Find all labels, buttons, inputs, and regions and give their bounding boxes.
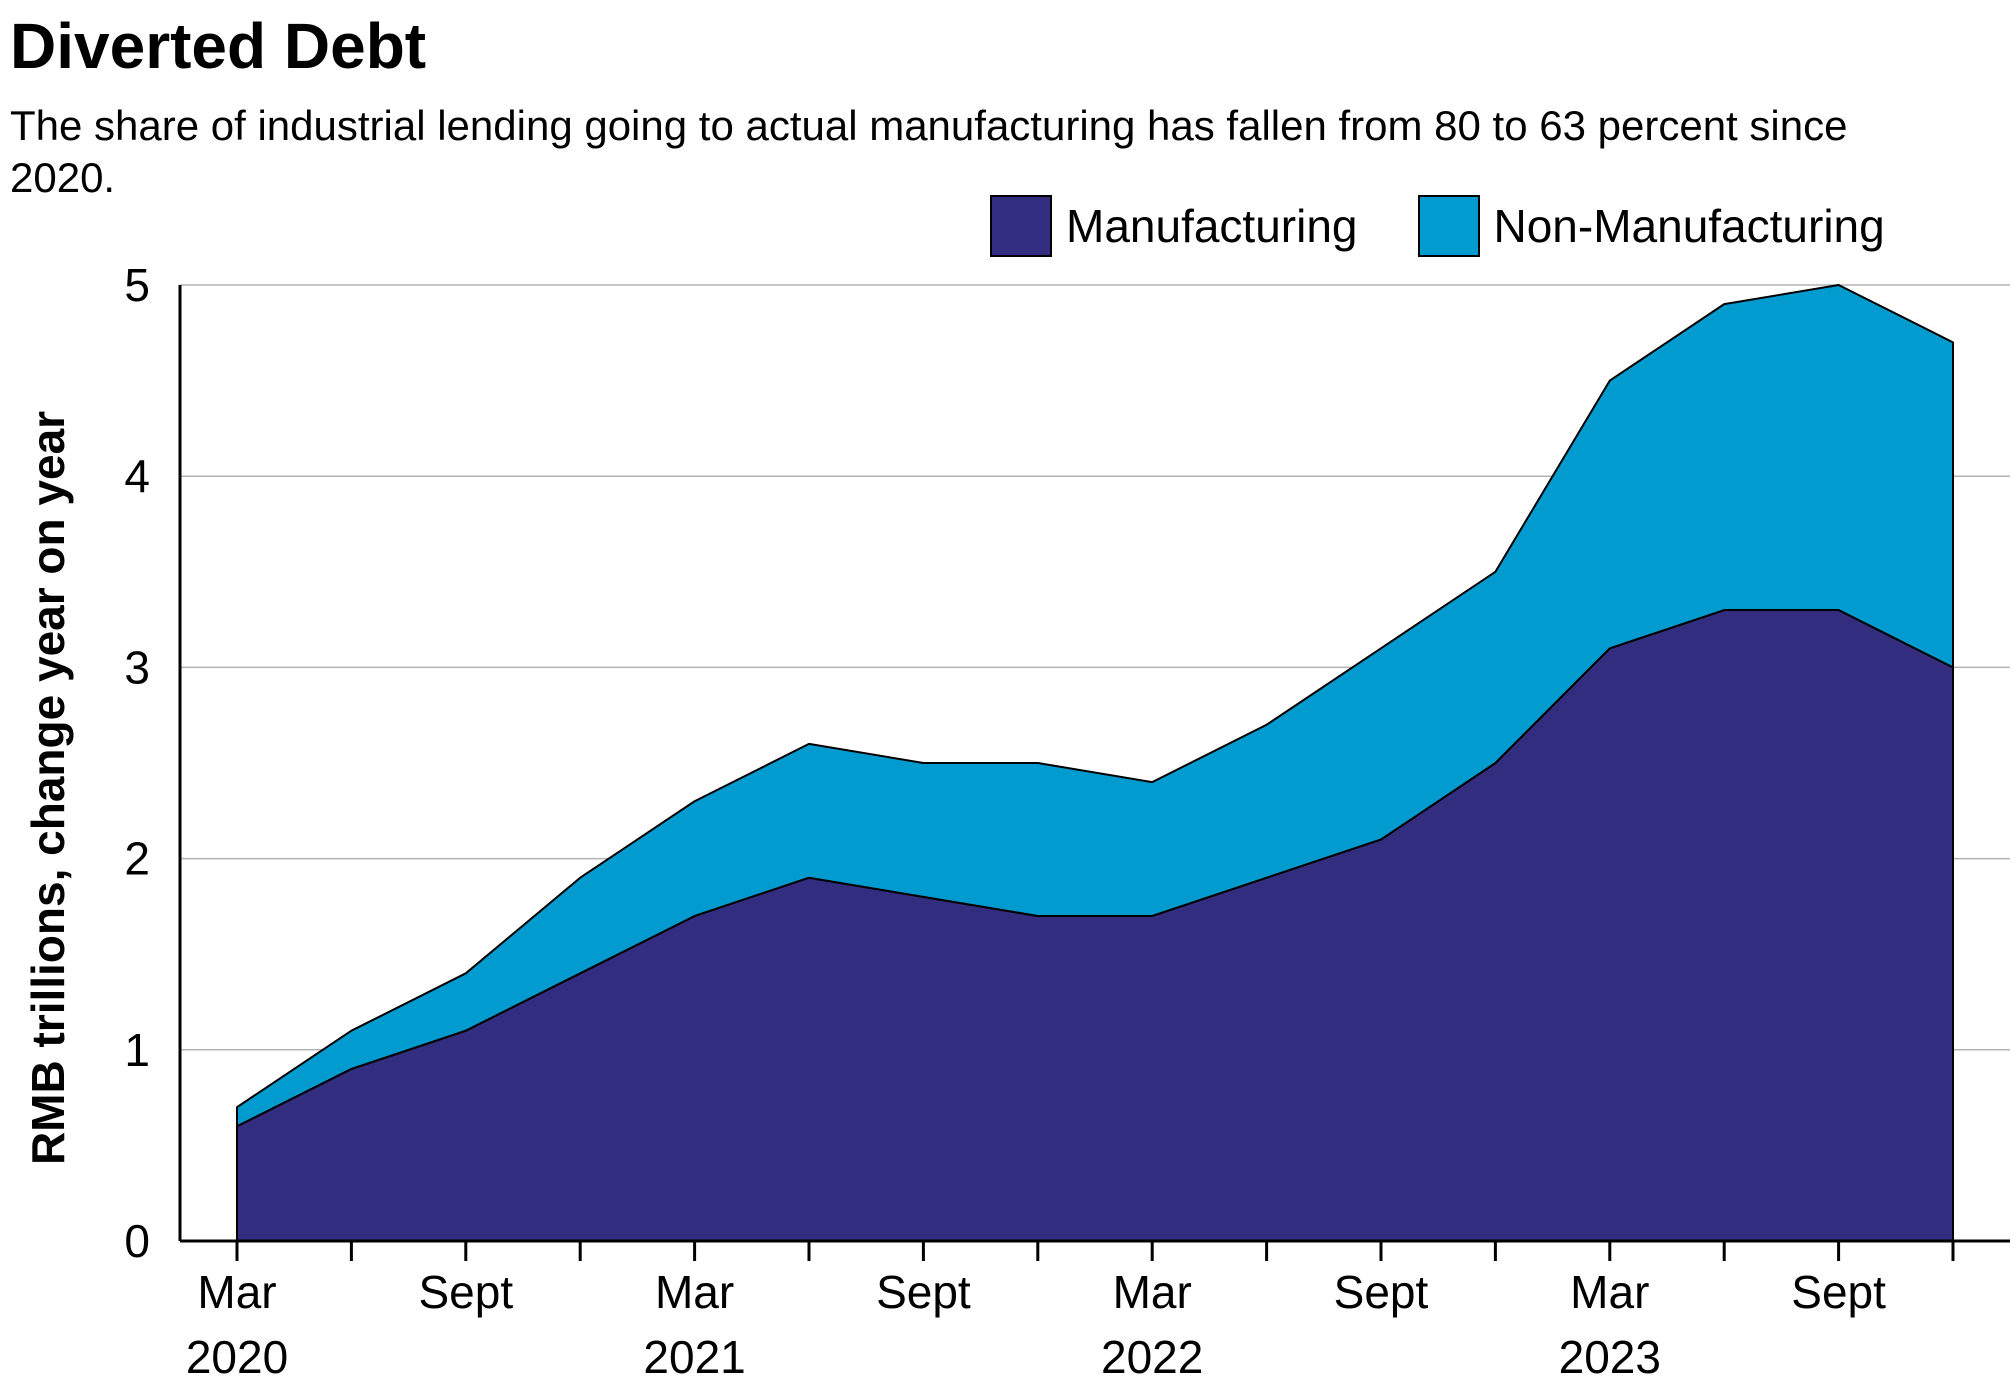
legend-label-manufacturing: Manufacturing (1066, 200, 1358, 252)
y-tick-label: 3 (124, 641, 150, 693)
y-tick-label: 5 (124, 259, 150, 311)
y-axis-label: RMB trillions, change year on year (22, 411, 74, 1165)
x-tick-year-label: 2021 (643, 1331, 745, 1383)
area-manufacturing (236, 609, 1954, 1242)
axes (178, 285, 2010, 1261)
x-tick-year-label: 2020 (186, 1331, 288, 1383)
areas (236, 284, 1954, 1242)
y-tick-label: 4 (124, 450, 150, 502)
y-tick-label: 2 (124, 833, 150, 885)
chart-title: Diverted Debt (10, 10, 427, 82)
x-tick-label: Mar (655, 1266, 734, 1318)
legend-swatch-manufacturing (990, 195, 1052, 257)
legend-item-manufacturing: Manufacturing (990, 195, 1358, 257)
x-tick-year-label: 2022 (1101, 1331, 1203, 1383)
chart-subtitle: The share of industrial lending going to… (10, 102, 1848, 201)
y-tick-label: 1 (124, 1024, 150, 1076)
x-tick-label: Mar (197, 1266, 276, 1318)
legend-label-non-manufacturing: Non-Manufacturing (1493, 200, 1885, 252)
legend-swatch-non-manufacturing (1417, 195, 1480, 257)
x-tick-labels: Mar 2020 Sept Mar 2021 Sept Mar 2022 Sept Mar 2023… (186, 1266, 1886, 1383)
y-tick-label: 0 (124, 1215, 150, 1267)
x-tick-year-label: 2023 (1559, 1331, 1661, 1383)
x-tick-label: Sept (1334, 1266, 1429, 1318)
x-tick-label: Sept (876, 1266, 971, 1318)
area-non-manufacturing (236, 284, 1954, 1128)
legend: Manufacturing Non-Manufacturing (990, 194, 1885, 258)
x-tick-label: Sept (418, 1266, 513, 1318)
x-tick-label: Mar (1113, 1266, 1192, 1318)
x-tick-label: Sept (1791, 1266, 1886, 1318)
y-tick-labels: 0 1 2 3 4 5 (124, 259, 150, 1267)
legend-item-non-manufacturing: Non-Manufacturing (1417, 195, 1885, 257)
x-tick-label: Mar (1570, 1266, 1649, 1318)
